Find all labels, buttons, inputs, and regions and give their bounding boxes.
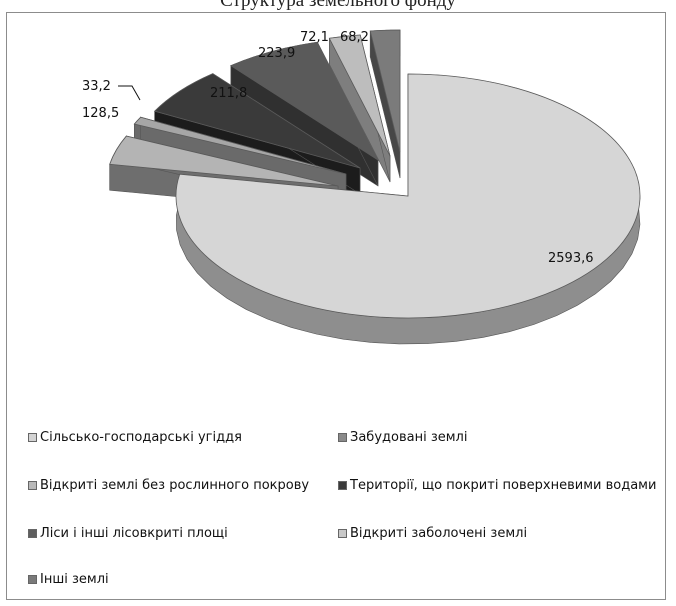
legend-label: Території, що покриті поверхневими водам…	[350, 478, 656, 493]
legend-swatch	[28, 481, 37, 490]
legend-label: Відкриті землі без рослинного покрову	[40, 478, 309, 493]
legend-item: Території, що покриті поверхневими водам…	[338, 478, 656, 493]
legend-label: Відкриті заболочені землі	[350, 526, 527, 541]
legend-item: Відкриті заболочені землі	[338, 526, 527, 541]
data-label-6: 72,1	[300, 30, 329, 45]
legend-swatch	[28, 433, 37, 442]
legend-item: Відкриті землі без рослинного покрову	[28, 478, 309, 493]
legend-label: Сільсько-господарські угіддя	[40, 430, 242, 445]
legend-item: Ліси і інші лісовкриті площі	[28, 526, 228, 541]
data-label-7: 68,2	[340, 30, 369, 45]
legend-label: Забудовані землі	[350, 430, 467, 445]
data-label-1: 2593,6	[548, 251, 594, 266]
legend-swatch	[28, 529, 37, 538]
legend-swatch	[338, 433, 347, 442]
data-label-3: 33,2	[82, 79, 111, 94]
legend-swatch	[338, 481, 347, 490]
data-label-5: 223,9	[258, 46, 295, 61]
leader-line	[118, 86, 140, 100]
legend-swatch	[28, 575, 37, 584]
legend-item: Сільсько-господарські угіддя	[28, 430, 242, 445]
pie-chart: 2593,6 128,5 33,2 211,8 223,9 72,1 68,2	[0, 0, 676, 430]
legend-item: Забудовані землі	[338, 430, 467, 445]
data-label-2: 128,5	[82, 106, 119, 121]
legend-swatch	[338, 529, 347, 538]
legend-label: Інші землі	[40, 572, 109, 587]
legend-label: Ліси і інші лісовкриті площі	[40, 526, 228, 541]
legend-item: Інші землі	[28, 572, 109, 587]
data-label-4: 211,8	[210, 86, 247, 101]
